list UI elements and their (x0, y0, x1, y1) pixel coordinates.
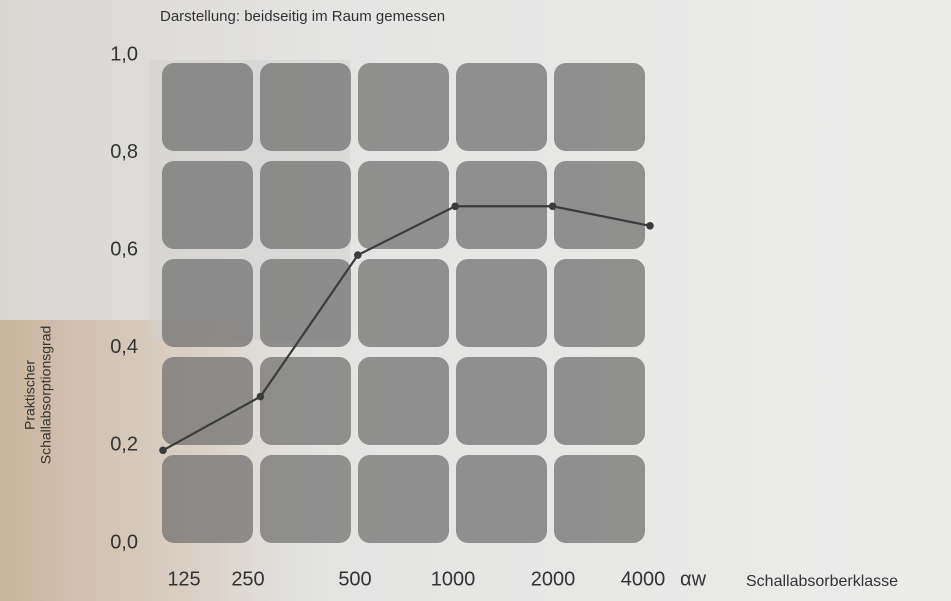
tile-grid (162, 63, 645, 543)
tile (554, 161, 645, 249)
tile (358, 357, 449, 445)
x-tick-label: 125 (167, 568, 200, 590)
data-line (162, 205, 651, 452)
y-tick-label: 0,4 (110, 336, 138, 358)
data-point (159, 446, 167, 455)
tile (554, 357, 645, 445)
data-point (354, 251, 362, 259)
data-point (548, 202, 557, 211)
y-tick-label: 0,6 (110, 238, 138, 260)
tile (260, 161, 351, 249)
x-axis-label: Schallabsorberklasse (746, 573, 898, 590)
tile (358, 259, 449, 347)
tile (260, 63, 351, 151)
tile (358, 161, 449, 249)
tile (456, 357, 547, 445)
tile (162, 259, 253, 347)
x-tick-label: 4000 (621, 568, 666, 590)
x-tick-label: 2000 (531, 568, 576, 590)
x-tick-label: 500 (338, 568, 371, 590)
y-label-line: Schallabsorptionsgrad (38, 326, 54, 465)
y-axis-label: Praktischer Schallabsorptionsgrad (22, 326, 54, 465)
tile (162, 357, 253, 445)
tile (456, 161, 547, 249)
chart-title: Darstellung: beidseitig im Raum gemessen (160, 8, 445, 25)
y-tick-label: 0,8 (110, 141, 138, 163)
y-label-line: Praktischer (22, 360, 38, 430)
data-point (256, 392, 265, 401)
tile (358, 455, 449, 543)
y-tick-label: 1,0 (110, 43, 138, 65)
tile (162, 63, 253, 151)
data-point (646, 222, 654, 230)
tile (554, 259, 645, 347)
tile (456, 259, 547, 347)
y-tick-label: 0,2 (110, 434, 138, 456)
tile (456, 455, 547, 543)
data-point (451, 202, 460, 211)
tile (456, 63, 547, 151)
tile (260, 357, 351, 445)
tile (260, 259, 351, 347)
tile (358, 63, 449, 151)
x-tick-label: 1000 (431, 568, 476, 590)
x-tick-label: 250 (231, 568, 264, 590)
tile (260, 455, 351, 543)
tile (162, 161, 253, 249)
x-symbol: αw (680, 568, 707, 590)
tile (162, 455, 253, 543)
tile (554, 455, 645, 543)
tile (554, 63, 645, 151)
y-tick-label: 0,0 (110, 531, 138, 553)
